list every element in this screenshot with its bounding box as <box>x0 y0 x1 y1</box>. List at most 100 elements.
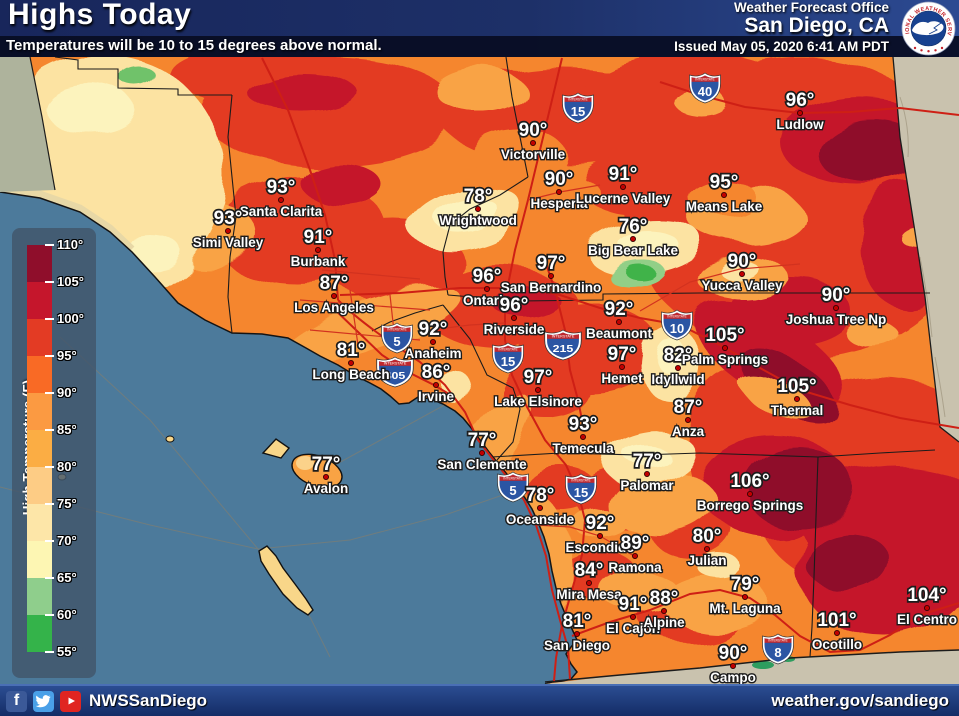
legend-segment <box>27 467 52 504</box>
city-marker: 82° Idyllwild <box>650 343 706 388</box>
temp-label: 91° <box>619 594 648 615</box>
interstate-5-shield: INTERSTATE 5 <box>381 322 413 354</box>
temp-label: 105° <box>705 325 744 346</box>
city-name: Anaheim <box>404 346 461 361</box>
temp-label: 96° <box>500 295 529 316</box>
city-name: Oceanside <box>506 512 575 527</box>
temp-label: 79° <box>731 574 760 595</box>
city-marker: 90° Campo <box>709 641 758 684</box>
city-marker: 89° Ramona <box>607 531 664 576</box>
islands <box>57 435 343 616</box>
legend-tickmark <box>45 318 54 320</box>
temp-label: 86° <box>422 362 451 383</box>
city-marker: 92° Beaumont <box>585 297 654 342</box>
temp-label: 77° <box>312 454 341 475</box>
city-marker: 80° Julian <box>686 524 728 569</box>
city-dot <box>630 614 637 621</box>
shield-interstate-text: INTERSTATE <box>552 335 576 339</box>
legend-tick-label: 75° <box>57 496 77 511</box>
temp-label: 92° <box>605 299 634 320</box>
city-dot <box>478 449 485 456</box>
legend-tickmark <box>45 466 54 468</box>
legend-segment <box>27 504 52 541</box>
city-name: Thermal <box>771 403 824 418</box>
temp-label: 95° <box>710 172 739 193</box>
city-marker: 96° Ontario <box>462 264 513 309</box>
coastline <box>0 191 578 684</box>
county-lines <box>54 57 936 658</box>
city-marker: 106° Borrego Springs <box>695 469 804 514</box>
interstate-15-shield: INTERSTATE 15 <box>565 473 597 505</box>
city-name: Borrego Springs <box>697 498 804 513</box>
issued-timestamp: Issued May 05, 2020 6:41 AM PDT <box>674 39 889 54</box>
city-dot <box>224 227 231 234</box>
temp-label: 96° <box>473 266 502 287</box>
forecast-map: INTERSTATE15INTERSTATE40INTERSTATE5INTER… <box>0 57 959 684</box>
city-name: Ocotillo <box>812 637 862 652</box>
city-dot <box>833 304 840 311</box>
city-dot <box>630 235 637 242</box>
temp-label: 81° <box>563 611 592 632</box>
svg-text:15: 15 <box>501 354 515 369</box>
city-marker: 78° Oceanside <box>504 483 576 528</box>
city-dot <box>704 545 711 552</box>
legend-tick-label: 95° <box>57 348 77 363</box>
city-marker: 77° Avalon <box>302 452 349 497</box>
city-dot <box>632 552 639 559</box>
subtitle-bar: Temperatures will be 10 to 15 degrees ab… <box>0 36 959 57</box>
city-name: Burbank <box>291 254 346 269</box>
city-name: Ramona <box>608 560 662 575</box>
city-marker: 77° San Clemente <box>436 428 529 473</box>
city-marker: 93° Simi Valley <box>191 206 265 251</box>
city-name: Anza <box>672 424 705 439</box>
city-marker: 95° Means Lake <box>684 170 764 215</box>
city-name: Idyllwild <box>651 372 704 387</box>
temp-label: 90° <box>519 120 548 141</box>
facebook-letter: f <box>13 692 20 709</box>
city-name: Beaumont <box>586 326 653 341</box>
city-name: Mt. Laguna <box>709 601 781 616</box>
city-name: San Clemente <box>437 457 527 472</box>
city-name: Hemet <box>601 371 643 386</box>
temp-label: 92° <box>586 513 615 534</box>
legend-segment <box>27 578 52 615</box>
city-dot <box>580 433 587 440</box>
city-dot <box>597 532 604 539</box>
city-marker: 91° Lucerne Valley <box>574 162 672 207</box>
city-dot <box>794 395 801 402</box>
temp-label: 92° <box>419 319 448 340</box>
city-dot <box>661 608 668 615</box>
city-dot <box>322 473 329 480</box>
city-name: Lake Elsinore <box>494 394 582 409</box>
interstate-15-shield: INTERSTATE 15 <box>562 92 594 124</box>
cwa-boundary <box>29 57 959 683</box>
city-name: Wrightwood <box>439 213 517 228</box>
city-marker: 77° Palomar <box>619 449 676 494</box>
svg-text:5: 5 <box>393 334 400 349</box>
legend-tick-label: 90° <box>57 385 77 400</box>
temp-label: 87° <box>674 397 703 418</box>
shield-interstate-text: INTERSTATE <box>498 348 517 352</box>
city-marker: 81° Long Beach <box>311 338 391 383</box>
city-marker: 105° Palm Springs <box>680 323 769 368</box>
shield-interstate-text: INTERSTATE <box>568 98 587 102</box>
city-dot <box>616 318 623 325</box>
city-marker: 79° Mt. Laguna <box>708 572 783 617</box>
city-name: Hesperia <box>530 196 588 211</box>
legend-tick-label: 65° <box>57 570 77 585</box>
city-name: Riverside <box>484 322 545 337</box>
svg-text:8: 8 <box>774 645 781 660</box>
legend-segment <box>27 319 52 356</box>
legend-tickmark <box>45 577 54 579</box>
city-name: Yucca Valley <box>701 278 783 293</box>
city-dot <box>330 292 337 299</box>
interstate-10-shield: INTERSTATE 10 <box>661 309 693 341</box>
subtitle-text: Temperatures will be 10 to 15 degrees ab… <box>6 37 382 54</box>
city-name: Long Beach <box>312 367 389 382</box>
city-marker: 92° Anaheim <box>403 317 463 362</box>
city-dot <box>675 364 682 371</box>
city-dot <box>685 416 692 423</box>
city-name: El Centro <box>897 612 957 627</box>
